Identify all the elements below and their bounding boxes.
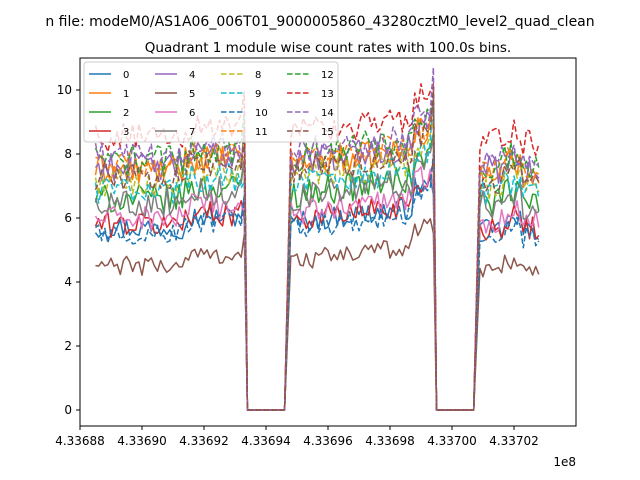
legend-label: 9 <box>255 89 261 100</box>
y-tick-label: 2 <box>64 339 72 353</box>
legend-label: 8 <box>255 70 261 81</box>
x-axis: 4.33688 4.33690 4.33692 4.33694 4.33696 4.336… <box>55 426 539 448</box>
figure-suptitle: n file: modeM0/AS1A06_006T01_9000005860_… <box>45 14 594 30</box>
x-tick-label: 4.33700 <box>427 434 477 448</box>
legend-label: 11 <box>255 127 268 138</box>
x-tick-label: 4.33694 <box>241 434 291 448</box>
x-tick-label: 4.33688 <box>55 434 105 448</box>
legend-label: 5 <box>189 89 195 100</box>
x-tick-label: 4.33690 <box>117 434 167 448</box>
legend-label: 2 <box>123 108 129 119</box>
legend-label: 7 <box>189 127 195 138</box>
x-tick-label: 4.33702 <box>489 434 539 448</box>
legend-box <box>83 61 339 143</box>
y-tick-label: 10 <box>57 83 72 97</box>
x-tick-label: 4.33696 <box>303 434 353 448</box>
series-layer <box>94 66 540 411</box>
y-tick-label: 6 <box>64 211 72 225</box>
legend-label: 15 <box>321 127 334 138</box>
x-tick-label: 4.33692 <box>179 434 229 448</box>
legend-label: 1 <box>123 89 129 100</box>
series-line-15 <box>94 86 540 411</box>
y-tick-label: 0 <box>64 403 72 417</box>
y-axis: 0 2 4 6 8 10 <box>57 83 80 417</box>
legend-label: 3 <box>123 127 129 138</box>
y-tick-label: 8 <box>64 147 72 161</box>
legend-label: 14 <box>321 108 334 119</box>
legend-label: 6 <box>189 108 195 119</box>
legend-label: 4 <box>189 70 195 81</box>
x-offset-label: 1e8 <box>553 455 576 469</box>
x-tick-label: 4.33698 <box>365 434 415 448</box>
y-tick-label: 4 <box>64 275 72 289</box>
series-line-3 <box>94 161 540 411</box>
series-line-7 <box>94 137 540 411</box>
series-line-12 <box>94 103 540 411</box>
chart-title: Quadrant 1 module wise count rates with … <box>145 40 511 56</box>
series-line-5 <box>95 218 540 411</box>
legend-label: 12 <box>321 70 334 81</box>
legend-label: 13 <box>321 89 334 100</box>
legend-label: 0 <box>123 70 129 81</box>
legend-label: 10 <box>255 108 268 119</box>
